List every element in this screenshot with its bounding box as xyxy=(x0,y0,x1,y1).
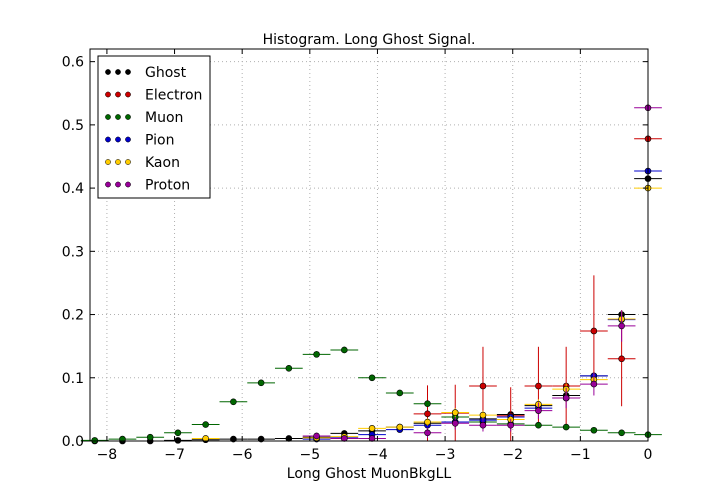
y-tick-label: 0.3 xyxy=(62,244,84,260)
data-point xyxy=(174,429,182,437)
data-point xyxy=(313,432,320,440)
legend-box xyxy=(97,55,211,199)
legend-marker xyxy=(115,69,121,75)
y-tick-label: 0.5 xyxy=(62,118,84,134)
legend-marker xyxy=(125,181,131,188)
y-tick-label: 0.6 xyxy=(62,55,84,71)
data-point xyxy=(396,389,404,397)
data-point xyxy=(257,379,265,387)
data-point xyxy=(479,382,487,390)
x-tick-label: −2 xyxy=(502,447,523,463)
data-point xyxy=(618,322,625,330)
legend-marker xyxy=(125,114,131,120)
series-muon xyxy=(80,346,662,444)
data-point xyxy=(590,426,598,434)
series-ghost xyxy=(80,172,662,445)
legend: Ghost Electron Muon Pion Kaon Proton xyxy=(97,55,211,199)
legend-marker xyxy=(115,91,121,98)
series-electron xyxy=(413,49,662,441)
data-point xyxy=(368,374,376,382)
legend-marker xyxy=(125,136,131,143)
chart-title: Histogram. Long Ghost Signal. xyxy=(263,32,476,48)
data-point xyxy=(451,409,459,416)
legend-label: Electron xyxy=(145,88,202,104)
data-point xyxy=(562,423,570,431)
axes: −8 −7 −6 −5 −4 −3 −2 −1 0 0.0 0.1 0.2 0.3 0.4 0.5 0.6 xyxy=(62,49,653,463)
plot-frame xyxy=(89,48,649,442)
legend-marker xyxy=(125,91,131,98)
data-point xyxy=(590,327,598,335)
legend-item-pion: Pion xyxy=(105,133,174,149)
legend-marker xyxy=(105,69,111,75)
x-tick-label: −6 xyxy=(232,447,253,463)
data-point xyxy=(313,351,320,358)
x-tick-label: 0 xyxy=(644,447,653,463)
data-point xyxy=(535,382,542,390)
y-tick-label: 0.0 xyxy=(62,434,84,450)
data-point xyxy=(396,423,404,431)
legend-marker xyxy=(125,159,131,165)
data-point xyxy=(202,421,209,428)
legend-marker xyxy=(105,136,111,143)
data-point xyxy=(368,425,376,432)
data-point xyxy=(618,355,625,363)
x-tick-label: −5 xyxy=(299,447,320,463)
legend-marker xyxy=(125,69,131,75)
y-tick-label: 0.2 xyxy=(62,308,84,324)
legend-label: Proton xyxy=(145,178,190,194)
legend-marker xyxy=(115,114,121,120)
data-point xyxy=(424,400,431,407)
data-point xyxy=(146,433,154,441)
data-point xyxy=(618,429,625,437)
series-proton xyxy=(302,82,662,442)
legend-label: Ghost xyxy=(145,65,187,81)
data-point xyxy=(590,380,598,388)
legend-marker xyxy=(115,136,121,143)
legend-marker xyxy=(115,181,121,188)
data-point xyxy=(285,364,293,372)
legend-marker xyxy=(105,159,111,165)
legend-label: Pion xyxy=(145,133,174,149)
y-tick-label: 0.1 xyxy=(62,371,84,387)
legend-item-electron: Electron xyxy=(105,88,202,104)
legend-marker xyxy=(105,91,111,98)
data-point xyxy=(507,421,514,429)
data-point xyxy=(562,394,570,402)
x-axis-label: Long Ghost MuonBkgLL xyxy=(287,466,452,482)
data-point xyxy=(424,418,431,426)
data-point xyxy=(91,437,99,444)
legend-marker xyxy=(115,159,121,165)
data-point xyxy=(230,398,237,406)
legend-item-kaon: Kaon xyxy=(105,155,180,171)
legend-label: Kaon xyxy=(145,155,180,171)
x-tick-label: −7 xyxy=(164,447,185,463)
x-tick-label: −4 xyxy=(367,447,388,463)
legend-label: Muon xyxy=(145,110,183,126)
data-point xyxy=(479,411,487,419)
legend-item-ghost: Ghost xyxy=(105,65,187,81)
legend-marker xyxy=(105,114,111,120)
data-point xyxy=(424,410,431,418)
data-point xyxy=(535,421,542,429)
legend-item-muon: Muon xyxy=(105,110,183,126)
series-pion xyxy=(302,164,662,443)
y-tick-label: 0.4 xyxy=(62,181,84,197)
legend-item-proton: Proton xyxy=(105,178,190,194)
data-point xyxy=(451,419,459,427)
data-point xyxy=(341,346,348,354)
x-tick-label: −8 xyxy=(97,447,118,463)
data-point xyxy=(535,407,542,414)
legend-marker xyxy=(105,181,111,188)
x-tick-label: −3 xyxy=(435,447,456,463)
data-point xyxy=(424,429,431,437)
x-tick-label: −1 xyxy=(570,447,591,463)
data-point xyxy=(174,437,182,444)
data-point xyxy=(479,421,487,429)
